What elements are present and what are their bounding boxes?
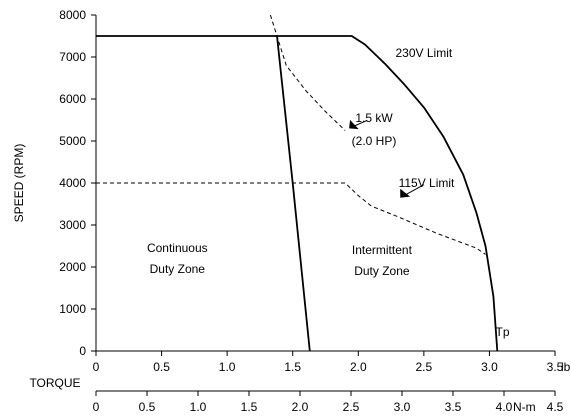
x2-tick-label: 1.5	[241, 400, 258, 414]
y-tick-label: 1000	[59, 302, 86, 316]
series-line-3	[96, 182, 486, 255]
annotation-230v: 230V Limit	[396, 46, 453, 60]
annotation-int2: Duty Zone	[354, 264, 410, 278]
x2-tick-label: 0.5	[139, 400, 156, 414]
annotation-cont2: Duty Zone	[150, 262, 206, 276]
x-tick-label: 2.5	[416, 360, 433, 374]
annotation-arrows	[349, 119, 425, 198]
x-units-primary: lb-ft	[561, 360, 571, 374]
annotation-hp: (2.0 HP)	[352, 134, 397, 148]
axes: 0 1000 2000 3000 4000 5000 6000 7000 8000 0 0.5 1.0…	[12, 8, 571, 414]
x-units-secondary: N-m	[513, 400, 536, 414]
x2-tick-label: 4.5	[547, 400, 564, 414]
x2-tick-label: 0	[93, 400, 100, 414]
y-tick-label: 8000	[59, 8, 86, 22]
annotation-tp: Tp	[496, 325, 510, 339]
y-axis-title: SPEED (RPM)	[12, 144, 26, 223]
x-tick-label: 1.5	[284, 360, 301, 374]
x2-tick-label: 1.0	[190, 400, 207, 414]
series-line-1	[276, 35, 311, 352]
x2-tick-label: 2.5	[343, 400, 360, 414]
x2-tick-label: 3.5	[445, 400, 462, 414]
x2-tick-label: 3.0	[394, 400, 411, 414]
115v-leader-line	[403, 184, 425, 197]
annotation-kw: 1.5 kW	[355, 111, 393, 125]
y-tick-label: 3000	[59, 218, 86, 232]
x-tick-label: 0	[93, 360, 100, 374]
y-tick-label: 2000	[59, 260, 86, 274]
x-axis-title: TORQUE	[29, 376, 80, 390]
annotations: 230V Limit 1.5 kW (2.0 HP) 115V Limit Contin…	[147, 46, 510, 339]
x2-tick-label: 2.0	[292, 400, 309, 414]
x-tick-label: 0.5	[153, 360, 170, 374]
curves	[96, 14, 499, 352]
y-tick-label: 0	[79, 344, 86, 358]
y-tick-label: 7000	[59, 50, 86, 64]
y-tick-label: 4000	[59, 176, 86, 190]
x-tick-label: 3.0	[481, 360, 498, 374]
annotation-int1: Intermittent	[352, 243, 413, 257]
annotation-cont1: Continuous	[147, 241, 208, 255]
x-tick-label: 2.0	[350, 360, 367, 374]
x-tick-label: 1.0	[219, 360, 236, 374]
kw-arrowhead	[349, 119, 359, 130]
y-tick-label: 6000	[59, 92, 86, 106]
series-line-0	[96, 35, 499, 352]
115v-arrowhead	[400, 188, 411, 198]
annotation-115v: 115V Limit	[399, 176, 455, 190]
y-tick-label: 5000	[59, 134, 86, 148]
x-tick-label: 3.5	[547, 360, 564, 374]
x2-tick-label: 4.0	[496, 400, 513, 414]
